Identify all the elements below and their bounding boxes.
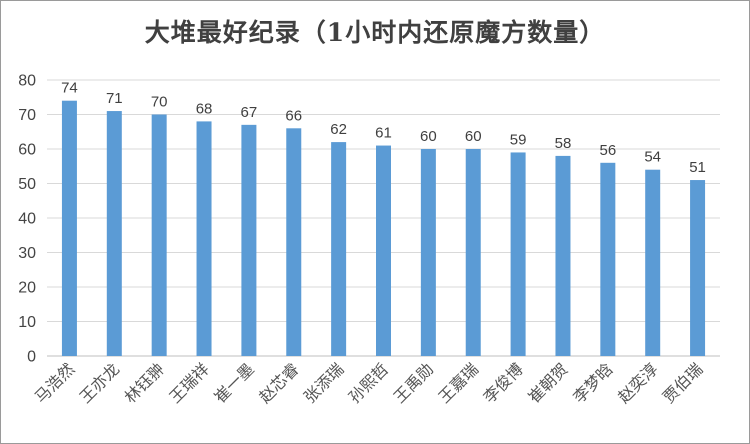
category-label: 孙熙哲 [345,359,392,406]
y-tick-label: 30 [18,245,36,262]
category-label: 王禹勋 [390,359,437,406]
y-tick-label: 60 [18,142,36,159]
category-label: 王嘉瑞 [435,359,482,406]
data-label: 54 [644,149,661,166]
data-label: 66 [285,107,302,124]
y-tick-label: 10 [18,314,36,331]
category-label: 赵奕淳 [614,359,661,406]
category-label: 王亦龙 [76,359,123,406]
bar [286,128,302,356]
category-label: 张添瑞 [300,359,347,406]
bar [690,180,706,356]
y-tick-label: 80 [18,73,36,90]
bar [331,142,347,356]
category-label: 李梦晗 [569,359,616,406]
bar [555,155,571,356]
data-label: 67 [241,104,258,121]
bars [61,100,706,357]
bar [420,149,436,356]
y-tick-label: 40 [18,211,36,228]
data-label: 74 [61,80,78,97]
data-label: 59 [510,131,527,148]
y-tick-label: 50 [18,176,36,193]
data-label: 61 [375,125,392,142]
bar [376,145,391,356]
data-label: 68 [196,100,213,117]
bar [465,149,481,356]
category-label: 贾伯瑞 [659,359,706,406]
y-axis-ticks: 0 10 20 30 40 50 60 70 80 [18,73,36,366]
bar [61,100,77,356]
bar [151,114,167,356]
data-label: 56 [599,142,616,159]
data-label: 70 [151,94,168,111]
data-label: 58 [555,135,572,152]
data-label: 60 [420,128,437,145]
bar [106,111,122,356]
bar [600,162,616,356]
bar [241,124,257,356]
y-tick-label: 0 [27,349,36,366]
category-label: 李俊博 [480,359,527,406]
category-label: 林钰翀 [121,359,168,406]
chart-title: 大堆最好纪录（1小时内还原魔方数量） [144,18,606,47]
bar [510,152,526,356]
data-label: 62 [330,121,347,138]
data-label: 51 [689,159,706,176]
category-label: 赵芯睿 [255,359,302,406]
category-label: 王瑞祥 [165,359,212,406]
bar [645,169,661,356]
data-labels: 74 71 70 68 67 66 62 61 60 60 59 58 56 54 51 [61,80,706,176]
category-label: 崔朝贺 [524,359,571,406]
y-tick-label: 70 [18,107,36,124]
category-labels: 马浩然王亦龙林钰翀王瑞祥崔一墨赵芯睿张添瑞孙熙哲王禹勋王嘉瑞李俊博崔朝贺李梦晗赵… [31,359,707,406]
y-tick-label: 20 [18,280,36,297]
category-label: 马浩然 [31,359,78,406]
data-label: 60 [465,128,482,145]
data-label: 71 [106,90,123,107]
category-label: 崔一墨 [210,359,257,406]
bar [196,121,212,357]
